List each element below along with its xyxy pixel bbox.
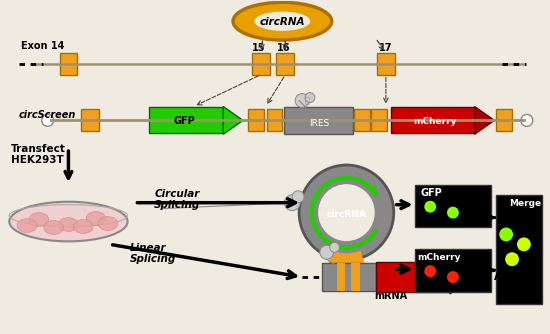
FancyBboxPatch shape — [59, 53, 78, 75]
Circle shape — [319, 185, 374, 240]
Text: HEK293T: HEK293T — [11, 155, 64, 165]
Circle shape — [320, 245, 334, 259]
Circle shape — [424, 201, 436, 213]
Text: AAA: AAA — [494, 272, 517, 282]
FancyBboxPatch shape — [252, 53, 270, 75]
Circle shape — [295, 94, 309, 108]
Text: circRNA: circRNA — [260, 17, 305, 27]
Circle shape — [447, 271, 459, 283]
FancyBboxPatch shape — [351, 263, 360, 291]
Polygon shape — [450, 260, 472, 294]
Ellipse shape — [9, 202, 128, 241]
FancyBboxPatch shape — [415, 249, 491, 292]
FancyBboxPatch shape — [415, 185, 491, 227]
Text: Splicing: Splicing — [130, 254, 176, 264]
Polygon shape — [223, 107, 243, 134]
Circle shape — [521, 115, 533, 126]
Text: Splicing: Splicing — [154, 200, 200, 210]
FancyBboxPatch shape — [284, 107, 353, 134]
FancyBboxPatch shape — [376, 262, 450, 292]
Text: mCherry: mCherry — [414, 117, 457, 126]
Circle shape — [284, 195, 300, 211]
Circle shape — [329, 242, 339, 252]
Text: Linear: Linear — [130, 243, 166, 253]
Text: Exon 14: Exon 14 — [21, 41, 64, 51]
Circle shape — [292, 191, 304, 203]
Circle shape — [424, 265, 436, 277]
FancyBboxPatch shape — [337, 263, 345, 291]
Ellipse shape — [86, 212, 106, 225]
Text: 🔧: 🔧 — [305, 96, 310, 105]
Ellipse shape — [73, 219, 93, 233]
FancyBboxPatch shape — [391, 108, 475, 133]
Text: GFP: GFP — [174, 116, 196, 126]
Ellipse shape — [255, 12, 310, 30]
FancyBboxPatch shape — [496, 110, 512, 131]
Text: Transfect: Transfect — [11, 144, 66, 154]
FancyBboxPatch shape — [277, 53, 294, 75]
Ellipse shape — [98, 216, 118, 230]
Circle shape — [42, 115, 54, 126]
Ellipse shape — [44, 220, 63, 234]
Text: 16: 16 — [277, 43, 291, 53]
FancyBboxPatch shape — [267, 110, 282, 131]
Text: GFP: GFP — [420, 188, 442, 198]
FancyBboxPatch shape — [248, 110, 263, 131]
Text: mCherry: mCherry — [417, 253, 461, 262]
Circle shape — [305, 93, 315, 103]
Circle shape — [505, 252, 519, 266]
Text: mRNA: mRNA — [374, 291, 408, 301]
Ellipse shape — [58, 217, 78, 231]
FancyBboxPatch shape — [149, 108, 223, 133]
FancyBboxPatch shape — [371, 110, 387, 131]
Circle shape — [499, 227, 513, 241]
Text: IRES: IRES — [309, 119, 329, 128]
FancyBboxPatch shape — [496, 195, 542, 304]
Text: circRNA: circRNA — [327, 210, 366, 219]
FancyBboxPatch shape — [322, 263, 376, 291]
Text: 17: 17 — [379, 43, 393, 53]
Circle shape — [299, 165, 394, 260]
Text: Merge: Merge — [509, 199, 541, 208]
Text: Circular: Circular — [154, 189, 200, 199]
Circle shape — [517, 237, 531, 251]
Polygon shape — [475, 107, 494, 134]
FancyBboxPatch shape — [354, 110, 370, 131]
Ellipse shape — [29, 213, 49, 226]
FancyBboxPatch shape — [81, 110, 99, 131]
FancyBboxPatch shape — [377, 53, 395, 75]
Circle shape — [447, 207, 459, 218]
Text: circScreen: circScreen — [19, 111, 76, 121]
Text: 15: 15 — [252, 43, 265, 53]
Ellipse shape — [233, 2, 332, 40]
Ellipse shape — [17, 218, 37, 232]
FancyBboxPatch shape — [472, 265, 491, 289]
